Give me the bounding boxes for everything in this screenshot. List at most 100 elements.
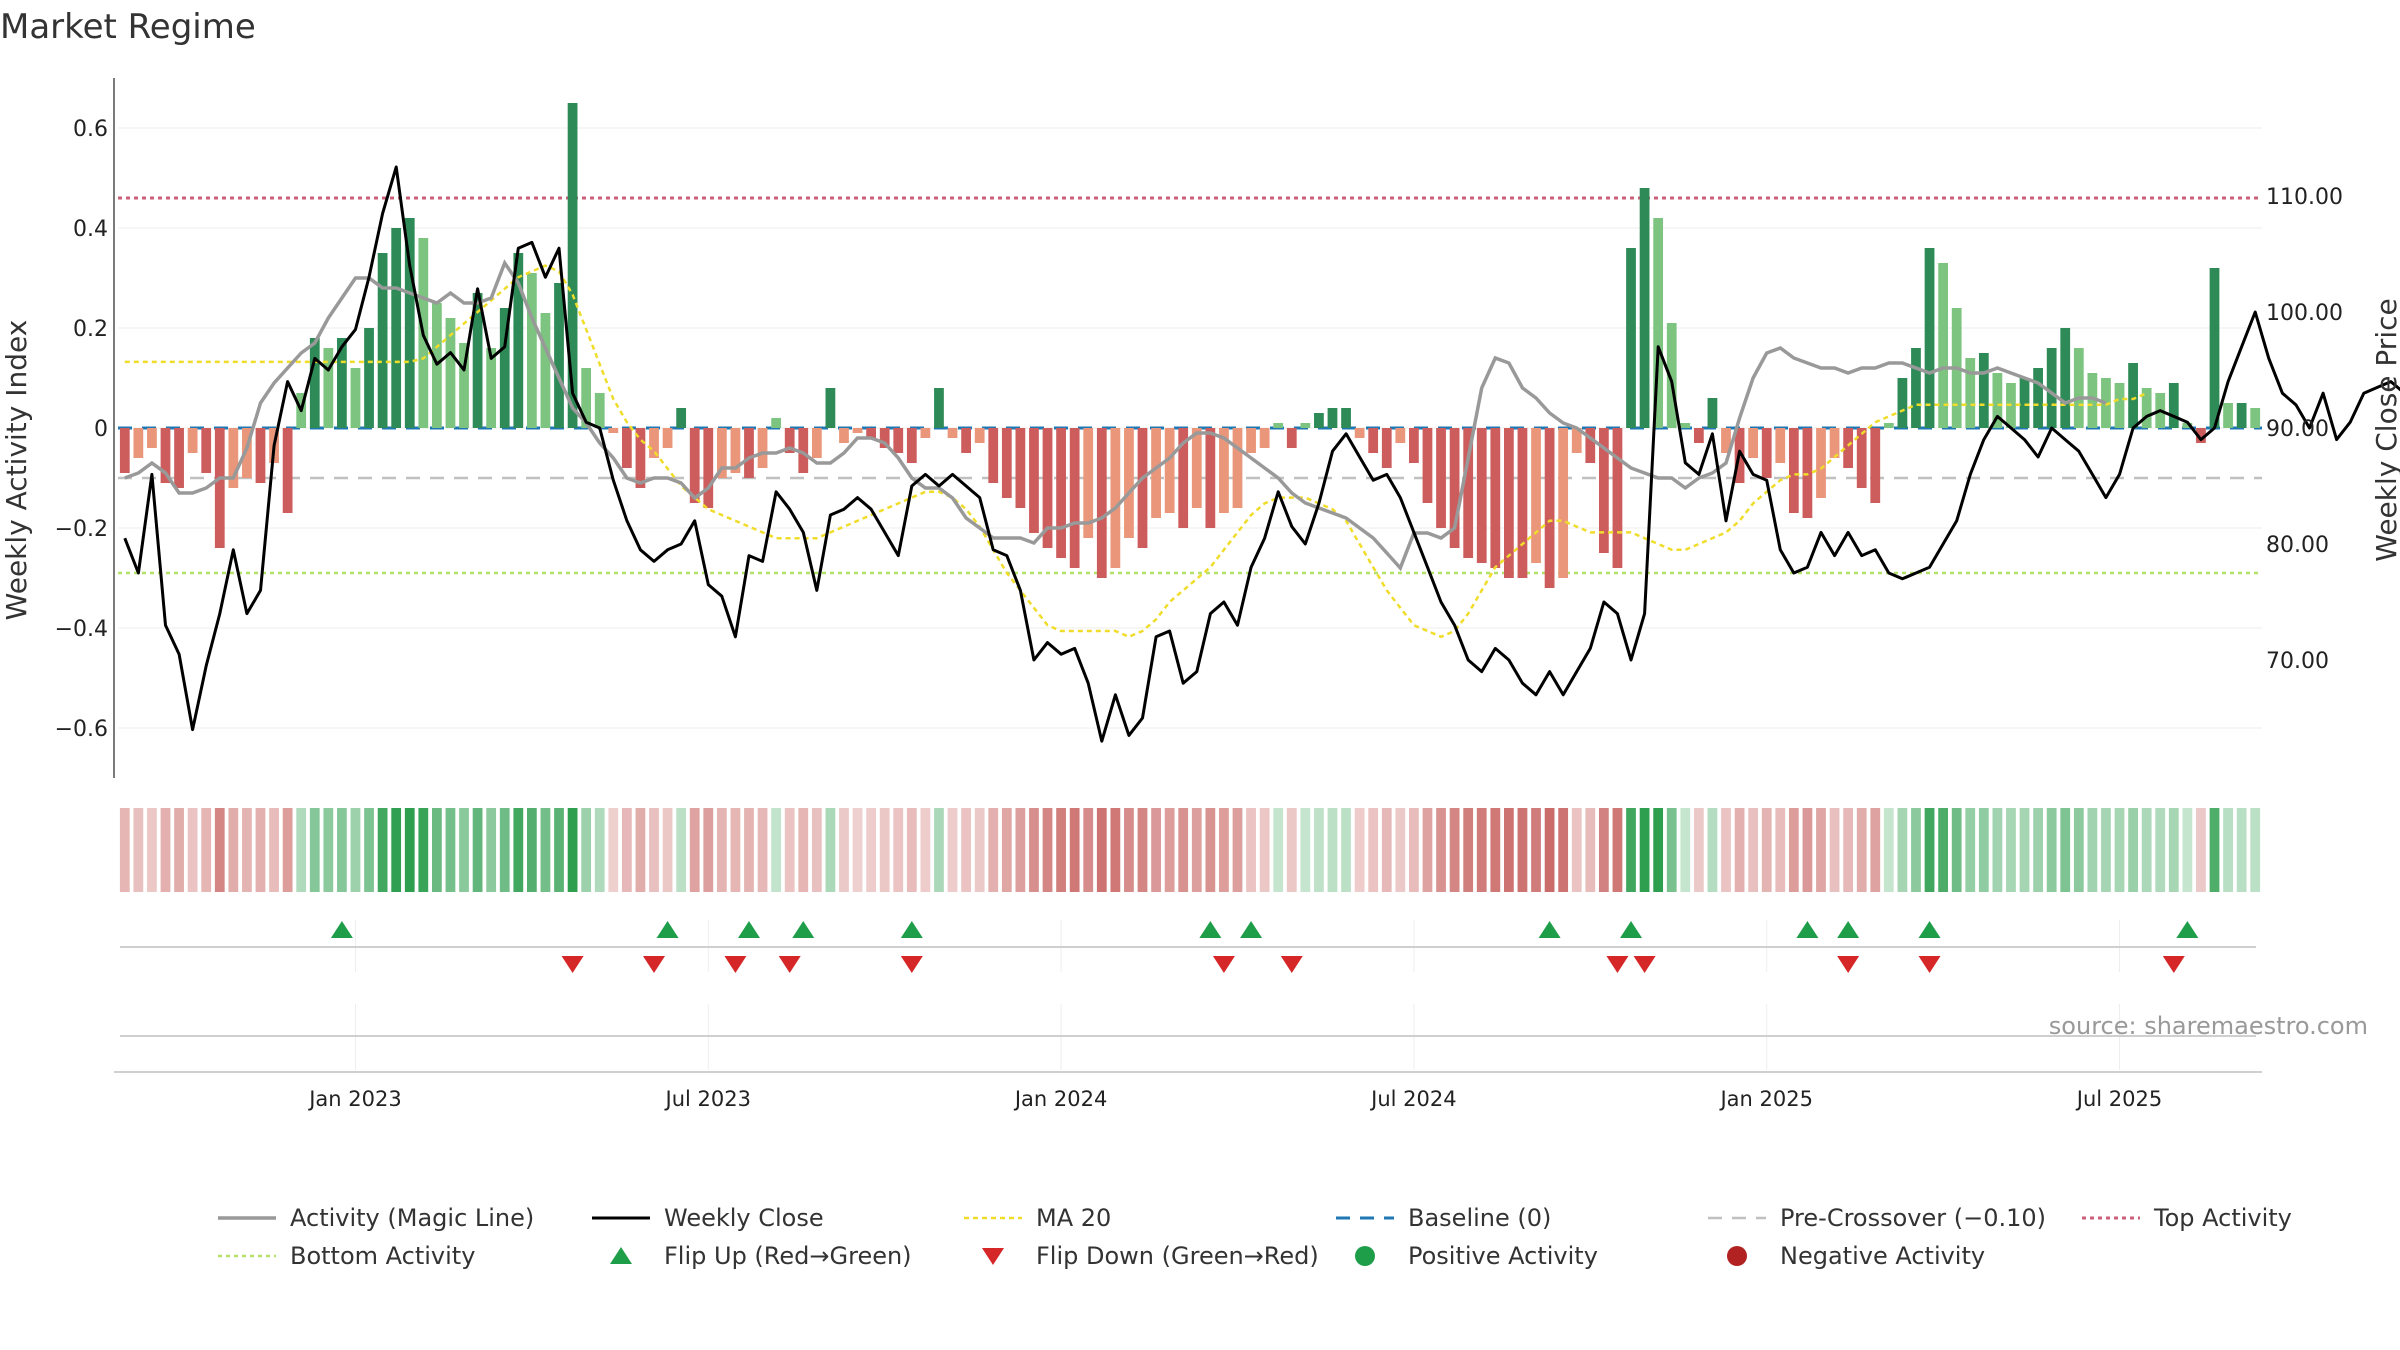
flip-down-marker [2162,956,2185,973]
flip-down-marker [1837,956,1860,973]
activity-bar [567,103,578,428]
regime-strip-cell [906,808,917,892]
regime-strip-cell [255,808,266,892]
flip-up-marker [792,921,815,938]
activity-bar [2073,348,2084,428]
regime-strip-cell [201,808,212,892]
activity-bar [201,428,212,473]
activity-bar [1409,428,1419,463]
activity-bar [2128,363,2138,428]
regime-strip-cell [1924,808,1935,892]
legend-label: MA 20 [1036,1204,1111,1232]
activity-bar [2250,408,2261,428]
regime-strip-cell [350,808,361,892]
activity-bar [839,428,849,443]
regime-strip-cell [1110,808,1121,892]
regime-strip-cell [1504,808,1514,892]
regime-strip-cell [1666,808,1677,892]
activity-bar [621,428,632,468]
flip-up-marker [1199,921,1222,938]
regime-strip-cell [119,808,130,892]
regime-strip-cell [1816,808,1826,892]
legend-icon-pos [1355,1246,1375,1266]
regime-strip-cell [1707,808,1718,892]
activity-bar [282,428,293,513]
regime-strip-cell [1788,808,1799,892]
activity-bar [608,428,619,433]
regime-strip-cell [2223,808,2233,892]
activity-bar [228,428,239,488]
regime-strip-cell [228,808,239,892]
activity-bar [1816,428,1826,498]
activity-bar [1856,428,1867,488]
activity-bar [1042,428,1053,548]
regime-strip-cell [1544,808,1555,892]
regime-strip-cell [1626,808,1636,892]
left-axis-title: Weekly Activity Index [0,320,33,621]
activity-bar [879,428,890,448]
regime-strip-cell [1083,808,1094,892]
regime-strip-cell [676,808,687,892]
regime-strip-cell [1612,808,1623,892]
regime-strip-cell [1965,808,1976,892]
left-tick-label: −0.4 [55,617,108,642]
regime-strip-cell [744,808,754,892]
activity-bar [1096,428,1107,578]
activity-bar [1666,323,1677,428]
activity-bar [1259,428,1270,448]
regime-strip-cell [404,808,415,892]
legend-positive-dot-icon [1355,1246,1375,1266]
right-tick-label: 100.00 [2266,301,2343,326]
activity-bar [1992,373,2003,428]
regime-strip-cell [2141,808,2152,892]
regime-strip-cell [1721,808,1731,892]
activity-bar [1083,428,1094,538]
flip-down-marker [1280,956,1303,973]
legend-label: Flip Up (Red→Green) [664,1242,912,1270]
date-axis: Jan 2023 Jul 2023 Jan 2024 Jul 2024 Jan 2025… [114,1035,2262,1111]
source-label: source: sharemaestro.com [2049,1012,2368,1040]
activity-bar [2182,423,2193,428]
regime-strip-cell [1341,808,1351,892]
legend-label: Baseline (0) [1408,1204,1551,1232]
regime-strip-cell [811,808,822,892]
regime-strip-cell [323,808,334,892]
regime-strip-cell [1639,808,1650,892]
activity-bar [1571,428,1582,453]
regime-strip-cell [1883,808,1894,892]
flip-up-marker [900,921,923,938]
activity-bar [1219,428,1229,513]
regime-strip-cell [214,808,225,892]
regime-strip-cell [1354,808,1365,892]
regime-strip-cell [2128,808,2138,892]
legend: Activity (Magic Line) Weekly Close MA 20 Ba… [218,1204,2292,1270]
activity-bar [852,428,863,433]
activity-bar [513,253,524,428]
activity-bar [1598,428,1609,553]
activity-bar [1246,428,1256,453]
regime-strip-cell [1219,808,1229,892]
regime-strip-cell [282,808,293,892]
regime-strip-cell [1517,808,1528,892]
regime-strip-cell [1015,808,1026,892]
activity-bar [214,428,225,548]
legend-negative-dot-icon [1727,1246,1747,1266]
activity-bar [649,428,659,458]
regime-strip-cell [526,808,537,892]
regime-strip-cell [540,808,551,892]
regime-strip-cell [798,808,809,892]
regime-strip-cell [608,808,619,892]
activity-bar [1029,428,1039,533]
activity-bar [364,328,374,428]
regime-strip-cell [2019,808,2030,892]
regime-strip-cell [432,808,442,892]
activity-bar [187,428,198,453]
regime-strip-cell [1151,808,1161,892]
regime-strip-cell [160,808,171,892]
activity-bar [174,428,184,488]
regime-strip-cell [1856,808,1867,892]
activity-bar [1069,428,1080,568]
regime-strip-cell [1409,808,1419,892]
activity-bar [1001,428,1012,498]
regime-strip-cell [174,808,184,892]
